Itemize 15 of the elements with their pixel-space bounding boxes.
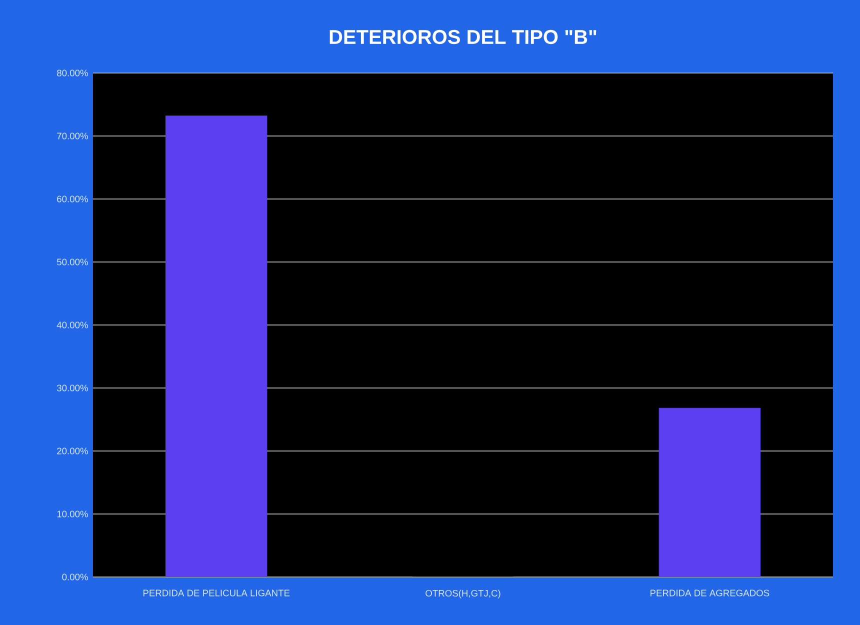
y-tick-label: 50.00% [57, 258, 88, 266]
y-tick-label: 30.00% [56, 384, 88, 392]
x-tick-label: PERDIDA DE PELICULA LIGANTE [143, 590, 290, 596]
bar [166, 116, 268, 577]
y-tick-label: 70.00% [57, 132, 88, 140]
x-tick-label: PERDIDA DE AGREGADOS [650, 590, 770, 596]
y-tick-label: 60.00% [57, 196, 88, 202]
x-tick-label: OTROS(H,GTJ,C) [426, 590, 500, 598]
y-tick-label: 10.00% [57, 510, 88, 518]
y-tick-label: 80.00% [57, 70, 88, 76]
bar [658, 408, 761, 577]
y-tick-label: 20.00% [57, 448, 88, 454]
y-tick-label: 40.00% [56, 322, 88, 328]
y-tick-label: 0.00% [62, 574, 88, 580]
chart-title: DETERIOROS DEL TIPO "B" [330, 30, 596, 44]
